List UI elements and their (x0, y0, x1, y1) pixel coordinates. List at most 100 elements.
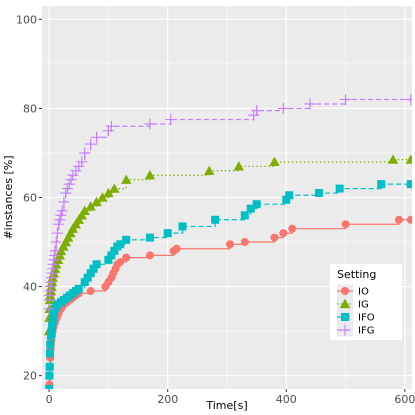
data-point-io (225, 240, 234, 249)
y-axis-title: #instances [%] (2, 155, 15, 239)
data-point-ifg (60, 187, 72, 199)
x-tick-label: 200 (157, 393, 178, 406)
data-point-ifg (53, 218, 65, 230)
data-layer (43, 94, 412, 389)
data-point-ifg (58, 196, 70, 208)
data-point-io (172, 244, 181, 253)
data-point-ifo (45, 371, 54, 380)
data-point-ifg (61, 183, 73, 195)
data-point-ifo (107, 251, 116, 260)
data-point-ifg (56, 205, 68, 217)
legend-key-marker-io (341, 287, 349, 295)
data-point-ifg (47, 263, 59, 275)
data-point-ifg (340, 94, 352, 106)
legend-label-ifo: IFO (358, 313, 375, 324)
x-tick-label: 0 (46, 393, 53, 406)
legend-label-ig: IG (358, 300, 369, 311)
data-point-ifg (144, 118, 156, 130)
data-point-ig (204, 165, 215, 175)
data-point-ig (109, 183, 120, 193)
data-point-ifo (45, 385, 54, 389)
data-point-ifg (48, 249, 60, 261)
data-point-ifg (73, 160, 85, 172)
series-ifg (43, 94, 412, 315)
data-point-ifg (47, 258, 59, 270)
data-point-ifg (91, 131, 103, 143)
data-point-ifg (165, 114, 177, 126)
data-point-ifo (314, 189, 323, 198)
data-point-io (288, 224, 297, 233)
data-point-ifo (46, 331, 55, 340)
data-point-ifg (49, 245, 61, 257)
data-point-ifo (80, 278, 89, 287)
data-point-ifo (240, 211, 249, 220)
data-point-ifg (251, 105, 263, 117)
x-axis-title: Time[s] (205, 399, 247, 412)
data-point-io (394, 215, 403, 224)
legend: Setting IO IG IFO IFG (330, 264, 402, 340)
data-point-ifo (122, 235, 131, 244)
data-point-ig (144, 170, 156, 180)
data-point-ifo (49, 309, 58, 318)
legend-key-marker-ifo (341, 313, 349, 321)
data-point-ifg (44, 281, 56, 293)
data-point-ig (387, 154, 399, 164)
data-point-ifg (67, 169, 79, 181)
y-tick-label: 60 (23, 192, 37, 205)
data-point-ifo (48, 322, 57, 331)
data-point-io (122, 253, 131, 262)
data-point-ifo (46, 349, 55, 358)
data-point-ifo (89, 264, 98, 273)
data-point-ifg (277, 102, 289, 114)
data-point-ifo (116, 240, 125, 249)
data-point-ig (97, 192, 108, 202)
data-point-ifg (304, 98, 316, 110)
data-point-io (341, 220, 350, 229)
data-point-ifo (211, 215, 220, 224)
data-point-ifo (74, 284, 83, 293)
data-point-ifg (48, 254, 60, 266)
data-point-ifo (246, 204, 255, 213)
data-point-ifo (178, 222, 187, 231)
data-point-ig (269, 156, 280, 167)
y-tick-label: 40 (23, 281, 37, 294)
data-point-ifo (285, 191, 294, 200)
data-point-ifo (335, 184, 344, 193)
x-tick-label: 600 (394, 393, 415, 406)
legend-title: Setting (337, 268, 376, 281)
data-point-io (240, 238, 249, 247)
data-point-ifo (406, 180, 412, 189)
data-point-ifg (105, 120, 117, 132)
data-point-ifo (92, 260, 101, 269)
data-point-ifo (45, 362, 54, 371)
data-point-ifg (102, 125, 114, 137)
data-point-ifg (63, 178, 75, 190)
data-point-ifg (65, 174, 77, 186)
data-point-ifo (163, 229, 172, 238)
data-point-ig (233, 161, 245, 171)
data-point-io (145, 251, 154, 260)
data-point-ifg (46, 267, 58, 279)
data-point-io (279, 229, 288, 238)
legend-label-ifg: IFG (358, 326, 374, 337)
data-point-ifo (110, 246, 119, 255)
data-point-ifo (252, 200, 261, 209)
x-tick-label: 400 (276, 393, 297, 406)
data-point-ifg (405, 94, 412, 106)
data-point-ifo (282, 195, 291, 204)
data-point-io (406, 215, 412, 224)
data-point-ifg (79, 147, 91, 159)
data-point-ifg (54, 214, 66, 226)
data-point-ifg (248, 109, 260, 121)
data-point-ifo (145, 233, 154, 242)
data-point-ifo (46, 340, 55, 349)
data-point-ifo (47, 327, 56, 336)
data-point-ifg (51, 227, 63, 239)
legend-key-marker-ifg (339, 324, 351, 336)
series-ifo (45, 180, 412, 389)
data-point-ig (85, 201, 96, 211)
data-point-io (86, 287, 95, 296)
data-point-io (116, 258, 125, 267)
